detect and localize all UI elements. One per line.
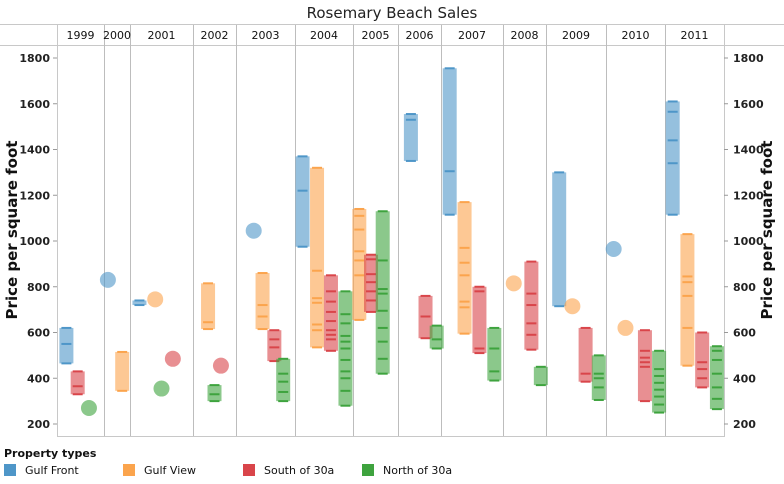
price-range-bar-gulf-view-2004[interactable]	[310, 167, 325, 348]
sale-point-gulf-front-2000[interactable]	[99, 271, 116, 288]
year-label-2005: 2005	[362, 29, 390, 42]
sale-point-south-of-30a-2002[interactable]	[212, 357, 229, 374]
price-range-bar-north-of-30a-2005[interactable]	[375, 211, 390, 374]
price-range-bar-gulf-front-2006[interactable]	[403, 114, 418, 161]
year-labels: 1999 2000 2001 2002 2003 2004 2005 2006 2007 2008…	[67, 29, 709, 42]
price-range-bar-gulf-front-2011[interactable]	[665, 101, 680, 215]
y-tick-left-800: 800	[27, 281, 50, 294]
price-range-bar-south-of-30a-2004[interactable]	[323, 275, 338, 351]
price-range-bar-gulf-view-2005[interactable]	[352, 208, 367, 320]
legend-title: Property types	[4, 447, 97, 460]
legend-swatch-gulf-view	[123, 464, 135, 476]
year-label-2006: 2006	[406, 29, 434, 42]
year-label-2010: 2010	[622, 29, 650, 42]
right-y-axis-ticks: 200 400 600 800 1000 1200 1400 1600 1800	[724, 52, 764, 431]
price-range-bar-south-of-30a-2007[interactable]	[472, 286, 487, 354]
year-label-2001: 2001	[148, 29, 176, 42]
year-label-2002: 2002	[201, 29, 229, 42]
price-range-bar-gulf-view-2007[interactable]	[457, 202, 472, 334]
price-range-bar-north-of-30a-2008[interactable]	[533, 366, 548, 386]
y-tick-left-400: 400	[27, 372, 50, 385]
legend-swatch-south-of-30a	[243, 464, 255, 476]
legend: Property types Gulf Front Gulf View South …	[4, 447, 452, 477]
price-range-bar-south-of-30a-2005[interactable]	[364, 254, 378, 312]
y-tick-left-1800: 1800	[19, 52, 50, 65]
sale-point-south-of-30a-2001[interactable]	[164, 350, 181, 367]
sale-point-gulf-view-2008[interactable]	[505, 275, 522, 292]
price-range-bar-south-of-30a-2010[interactable]	[637, 330, 652, 402]
y-tick-right-1400: 1400	[733, 144, 764, 157]
y-tick-right-1200: 1200	[733, 189, 764, 202]
price-range-bar-north-of-30a-2007[interactable]	[487, 327, 502, 381]
y-tick-right-200: 200	[733, 418, 756, 431]
year-label-2009: 2009	[562, 29, 590, 42]
price-range-bar-north-of-30a-2006[interactable]	[429, 325, 444, 349]
price-range-bar-gulf-view-2011[interactable]	[680, 234, 695, 366]
sale-point-gulf-view-2001[interactable]	[147, 291, 164, 308]
year-label-2004: 2004	[310, 29, 338, 42]
legend-swatch-gulf-front	[4, 464, 16, 476]
year-label-2000: 2000	[103, 29, 131, 42]
price-range-bar-south-of-30a-2003[interactable]	[267, 330, 282, 362]
year-label-2007: 2007	[458, 29, 486, 42]
left-y-axis-label: Price per square foot	[3, 141, 21, 320]
price-range-bar-gulf-front-2007[interactable]	[442, 68, 457, 215]
year-label-2008: 2008	[511, 29, 539, 42]
title-bar	[0, 0, 784, 24]
price-range-bar-north-of-30a-2010[interactable]	[652, 350, 667, 413]
price-range-bar-gulf-front-2009[interactable]	[552, 172, 567, 307]
sale-point-north-of-30a-1999[interactable]	[80, 399, 97, 416]
price-range-bar-gulf-view-2000[interactable]	[115, 351, 130, 391]
price-range-bar-gulf-front-2004[interactable]	[295, 156, 310, 247]
y-tick-left-600: 600	[27, 327, 50, 340]
year-label-2003: 2003	[252, 29, 280, 42]
right-y-axis-label: Price per square foot	[758, 141, 776, 320]
y-tick-left-1000: 1000	[19, 235, 50, 248]
y-tick-left-1200: 1200	[19, 189, 50, 202]
legend-label-gulf-front: Gulf Front	[25, 464, 79, 477]
y-tick-right-1600: 1600	[733, 98, 764, 111]
price-range-bar-north-of-30a-2003[interactable]	[276, 358, 291, 402]
y-tick-left-200: 200	[27, 418, 50, 431]
price-range-bar-gulf-view-2003[interactable]	[255, 273, 270, 330]
legend-label-gulf-view: Gulf View	[144, 464, 196, 477]
sale-point-north-of-30a-2001[interactable]	[153, 380, 170, 397]
y-tick-right-600: 600	[733, 327, 756, 340]
chart-title: Rosemary Beach Sales	[307, 4, 478, 22]
year-label-1999: 1999	[67, 29, 95, 42]
sale-point-gulf-view-2009[interactable]	[564, 298, 581, 315]
price-range-bar-north-of-30a-2002[interactable]	[207, 385, 222, 402]
y-tick-left-1400: 1400	[19, 144, 50, 157]
price-range-bar-north-of-30a-2011[interactable]	[709, 346, 724, 410]
price-range-bar-gulf-view-2002[interactable]	[201, 283, 216, 330]
sale-point-gulf-view-2010[interactable]	[617, 319, 634, 336]
sale-point-gulf-front-2003[interactable]	[245, 222, 262, 239]
legend-swatch-north-of-30a	[362, 464, 374, 476]
chart-marks	[59, 67, 724, 416]
price-range-bar-gulf-front-1999[interactable]	[59, 327, 74, 364]
y-tick-left-1600: 1600	[19, 98, 50, 111]
price-range-bar-gulf-front-2001[interactable]	[132, 300, 147, 306]
left-y-axis-ticks: 200 400 600 800 1000 1200 1400 1600 1800	[19, 52, 57, 431]
legend-label-south-of-30a: South of 30a	[264, 464, 334, 477]
sale-point-gulf-front-2010[interactable]	[605, 241, 622, 258]
y-tick-right-1800: 1800	[733, 52, 764, 65]
price-range-bar-south-of-30a-2011[interactable]	[695, 332, 710, 388]
y-tick-right-1000: 1000	[733, 235, 764, 248]
y-tick-right-400: 400	[733, 372, 756, 385]
price-range-bar-south-of-30a-2009[interactable]	[578, 327, 593, 382]
legend-label-north-of-30a: North of 30a	[383, 464, 452, 477]
price-range-bar-south-of-30a-1999[interactable]	[70, 371, 85, 395]
year-label-2011: 2011	[681, 29, 709, 42]
y-tick-right-800: 800	[733, 281, 756, 294]
